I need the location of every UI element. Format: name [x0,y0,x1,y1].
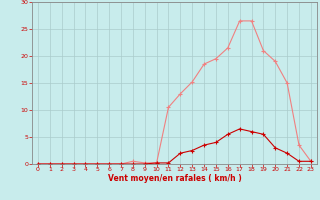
X-axis label: Vent moyen/en rafales ( km/h ): Vent moyen/en rafales ( km/h ) [108,174,241,183]
